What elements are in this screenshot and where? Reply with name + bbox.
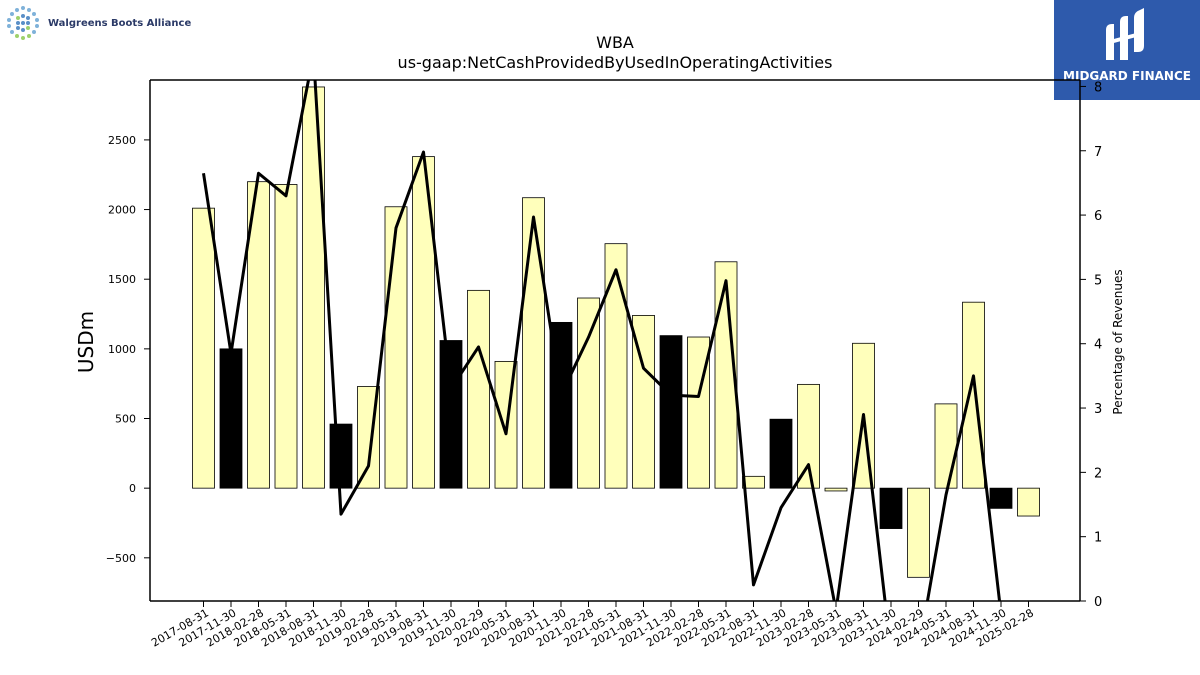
bar-2019-05-31 xyxy=(384,206,408,489)
bar-2018-11-30 xyxy=(329,423,353,489)
y-tick-label: −500 xyxy=(106,552,136,565)
percentage-line xyxy=(202,80,1002,601)
bar-2018-05-31 xyxy=(274,184,298,489)
y2-tick-label: 6 xyxy=(1094,209,1102,224)
bar-2025-02-28 xyxy=(1017,487,1040,517)
y2-tick-label: 0 xyxy=(1094,595,1102,610)
bar-2020-08-31 xyxy=(522,197,545,489)
bar-series xyxy=(192,86,1040,578)
bar-2022-11-30 xyxy=(769,418,793,489)
y-tick-label: 2500 xyxy=(108,134,136,147)
y-tick-label: 500 xyxy=(115,413,136,426)
bar-2024-05-31 xyxy=(934,403,958,489)
bar-2021-02-28 xyxy=(577,297,600,489)
bar-2020-02-29 xyxy=(467,289,490,489)
midgard-logo-text: MIDGARD FINANCE xyxy=(1063,69,1191,83)
bar-2023-05-31 xyxy=(824,487,848,492)
bar-2022-05-31 xyxy=(714,261,738,489)
y2-tick-label: 7 xyxy=(1094,145,1102,160)
y-tick-label: 1500 xyxy=(108,273,136,286)
y-axis-ticks: −500 0 500 1000 1500 2000 2500 xyxy=(106,134,150,565)
bar-2021-11-30 xyxy=(659,335,683,489)
y-tick-label: 2000 xyxy=(108,204,136,217)
y2-tick-label: 5 xyxy=(1094,273,1102,288)
y2-tick-label: 1 xyxy=(1094,531,1102,546)
bar-2021-08-31 xyxy=(632,315,655,489)
bar-2023-02-28 xyxy=(797,383,820,489)
y2-axis-label: Percentage of Revenues xyxy=(1111,269,1125,414)
y2-tick-label: 8 xyxy=(1094,80,1102,95)
company-logo-text: Walgreens Boots Alliance xyxy=(48,17,192,29)
y-tick-label: 1000 xyxy=(108,343,136,356)
bar-2017-11-30 xyxy=(219,348,243,489)
y2-tick-label: 2 xyxy=(1094,466,1102,481)
y-tick-label: 0 xyxy=(129,482,136,495)
bar-2024-11-30 xyxy=(989,487,1013,509)
y2-tick-label: 3 xyxy=(1094,402,1102,417)
y2-tick-label: 4 xyxy=(1094,338,1102,353)
midgard-finance-logo: MIDGARD FINANCE xyxy=(1054,0,1200,100)
chart-title: WBA xyxy=(596,33,634,52)
axes xyxy=(149,79,1081,602)
bar-2023-11-30 xyxy=(879,487,903,529)
midgard-logo-icon xyxy=(1106,8,1144,60)
y2-axis-ticks: 0 1 2 3 4 5 6 7 8 xyxy=(1080,80,1102,610)
bar-2017-08-31 xyxy=(192,207,215,489)
walgreens-logo-icon xyxy=(7,6,39,40)
bar-2018-08-31 xyxy=(302,86,325,489)
percentage-line-series xyxy=(202,80,1002,601)
company-logo: Walgreens Boots Alliance xyxy=(4,4,191,42)
bar-2022-08-31 xyxy=(742,475,765,489)
bar-2019-11-30 xyxy=(439,340,463,489)
y-axis-label: USDm xyxy=(74,311,98,373)
x-axis-ticks: 2017-08-312017-11-302018-02-282018-05-31… xyxy=(149,601,1036,650)
bar-2021-05-31 xyxy=(604,243,628,489)
bar-2024-02-29 xyxy=(907,487,930,578)
chart-subtitle: us-gaap:NetCashProvidedByUsedInOperating… xyxy=(398,53,833,72)
bar-2024-08-31 xyxy=(962,301,985,489)
